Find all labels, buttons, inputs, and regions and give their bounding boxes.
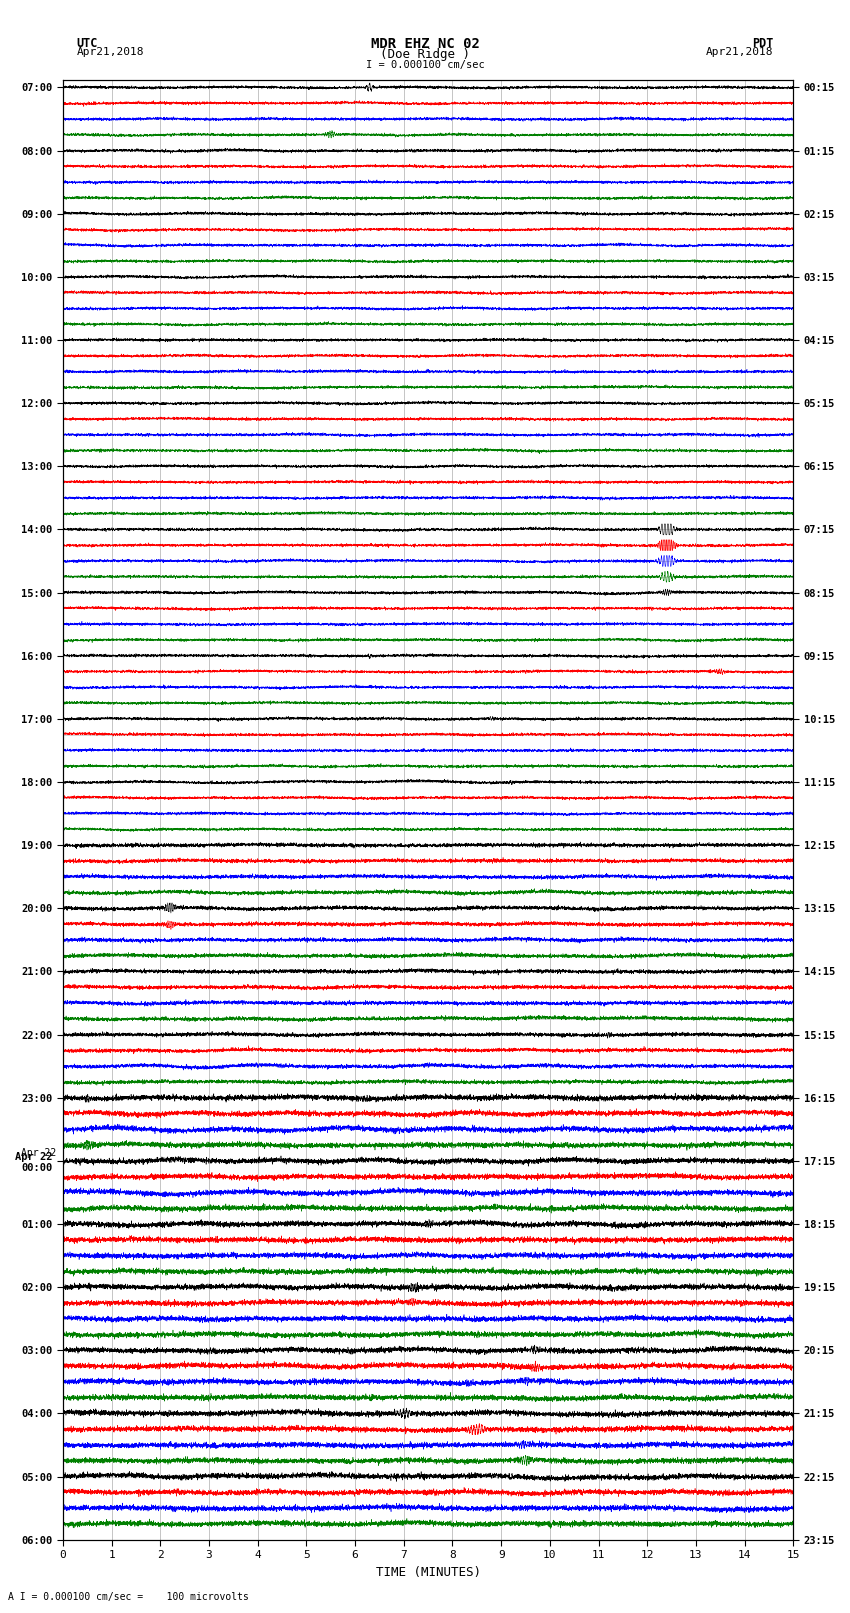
Text: Apr 22: Apr 22 [20, 1148, 56, 1158]
Text: PDT: PDT [752, 37, 774, 50]
Text: UTC: UTC [76, 37, 98, 50]
X-axis label: TIME (MINUTES): TIME (MINUTES) [376, 1566, 480, 1579]
Text: (Doe Ridge ): (Doe Ridge ) [380, 48, 470, 61]
Text: I = 0.000100 cm/sec: I = 0.000100 cm/sec [366, 60, 484, 69]
Text: Apr21,2018: Apr21,2018 [706, 47, 774, 56]
Text: A I = 0.000100 cm/sec =    100 microvolts: A I = 0.000100 cm/sec = 100 microvolts [8, 1592, 249, 1602]
Text: Apr21,2018: Apr21,2018 [76, 47, 144, 56]
Text: MDR EHZ NC 02: MDR EHZ NC 02 [371, 37, 479, 52]
